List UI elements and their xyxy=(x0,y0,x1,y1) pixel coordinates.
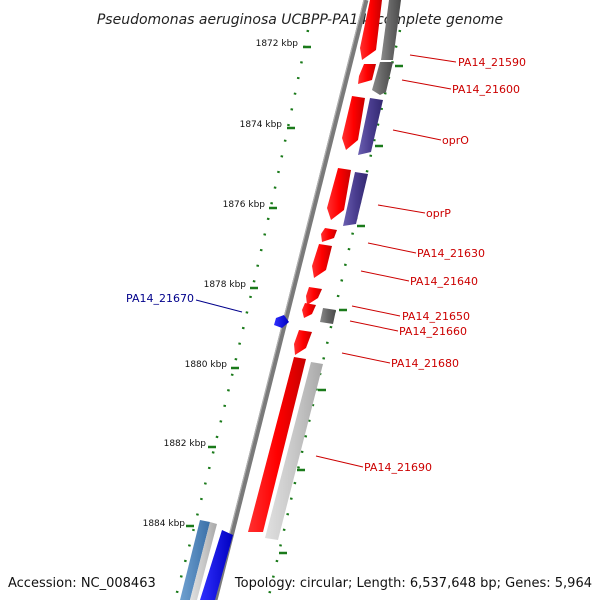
gene-bottom-blue[interactable] xyxy=(200,530,233,600)
gene-opro-reverse[interactable] xyxy=(358,98,383,155)
gene-label[interactable]: PA14_21640 xyxy=(410,275,478,288)
gene-label[interactable]: PA14_21600 xyxy=(452,83,520,96)
gene-pa14-21650[interactable] xyxy=(306,287,322,305)
gene-pa14-21660-reverse[interactable] xyxy=(320,308,336,324)
gene-pa14-21590[interactable] xyxy=(360,0,382,60)
gene-label[interactable]: oprO xyxy=(442,134,469,147)
genome-backbone-highlight xyxy=(212,0,365,600)
gene-oprp[interactable] xyxy=(327,168,351,220)
gene-pa14-21640[interactable] xyxy=(312,244,332,278)
label-leaders xyxy=(315,54,457,468)
kbp-label: 1884 kbp xyxy=(143,519,186,529)
gene-pa14-21600-forward[interactable] xyxy=(358,64,376,84)
kbp-label: 1878 kbp xyxy=(204,280,247,290)
gene-opro[interactable] xyxy=(342,96,365,150)
gene-pa14-21630[interactable] xyxy=(321,228,337,242)
gene-oprp-reverse[interactable] xyxy=(343,172,368,226)
gene-label[interactable]: PA14_21630 xyxy=(417,247,485,260)
gene-pa14-21690[interactable] xyxy=(248,357,306,532)
kbp-label: 1880 kbp xyxy=(185,360,228,370)
gene-pa14-21690-reverse[interactable] xyxy=(265,362,323,540)
label-leader-blue xyxy=(195,299,243,313)
gene-label[interactable]: PA14_21590 xyxy=(458,56,526,69)
genome-summary-text: Topology: circular; Length: 6,537,648 bp… xyxy=(234,576,592,591)
gene-bottom-light[interactable] xyxy=(190,522,217,600)
gene-pa14-21670[interactable] xyxy=(274,315,289,328)
accession-text: Accession: NC_008463 xyxy=(8,576,156,591)
gene-label[interactable]: PA14_21650 xyxy=(402,310,470,323)
kbp-label: 1874 kbp xyxy=(240,120,283,130)
reverse-strand-genes xyxy=(265,0,401,540)
gene-pa14-21590-reverse[interactable] xyxy=(381,0,401,60)
kbp-label: 1882 kbp xyxy=(164,439,207,449)
gene-labels: PA14_21590 PA14_21600 oprO oprP PA14_216… xyxy=(126,56,526,474)
gene-label[interactable]: PA14_21660 xyxy=(399,325,467,338)
kbp-label: 1876 kbp xyxy=(223,200,266,210)
kbp-labels: 1872 kbp 1874 kbp 1876 kbp 1878 kbp 1880… xyxy=(143,39,299,529)
forward-strand-genes xyxy=(180,0,382,600)
gene-pa14-21600-reverse[interactable] xyxy=(372,62,393,95)
gene-label[interactable]: oprP xyxy=(426,207,451,220)
gene-pa14-21680[interactable] xyxy=(294,330,312,355)
gene-bottom-steel[interactable] xyxy=(180,520,210,600)
gene-label[interactable]: PA14_21690 xyxy=(364,461,432,474)
genome-backbone xyxy=(212,0,369,600)
genome-title: Pseudomonas aeruginosa UCBPP-PA14, compl… xyxy=(97,12,503,28)
gene-pa14-21660[interactable] xyxy=(302,303,316,318)
gene-label[interactable]: PA14_21680 xyxy=(391,357,459,370)
gene-label-blue[interactable]: PA14_21670 xyxy=(126,292,194,305)
major-ticks xyxy=(186,45,403,555)
kbp-label: 1872 kbp xyxy=(256,39,299,49)
